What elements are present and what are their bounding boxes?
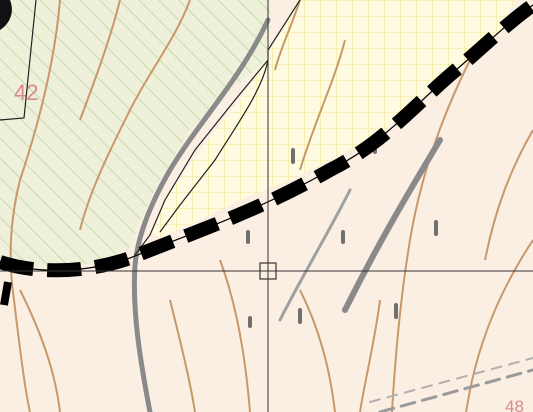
corner-mark	[0, 0, 12, 30]
contour-label-bottom-right: 48	[505, 397, 524, 412]
boundary-fragment	[0, 281, 12, 306]
boundary-centerline	[0, 4, 533, 271]
crosshair-box	[259, 262, 277, 280]
contour-lines	[9, 0, 533, 412]
stream-lines	[131, 17, 533, 412]
grid-pattern	[150, 0, 515, 238]
hatch-pattern	[0, 0, 270, 268]
contour-label-top-left: 42	[14, 80, 38, 105]
